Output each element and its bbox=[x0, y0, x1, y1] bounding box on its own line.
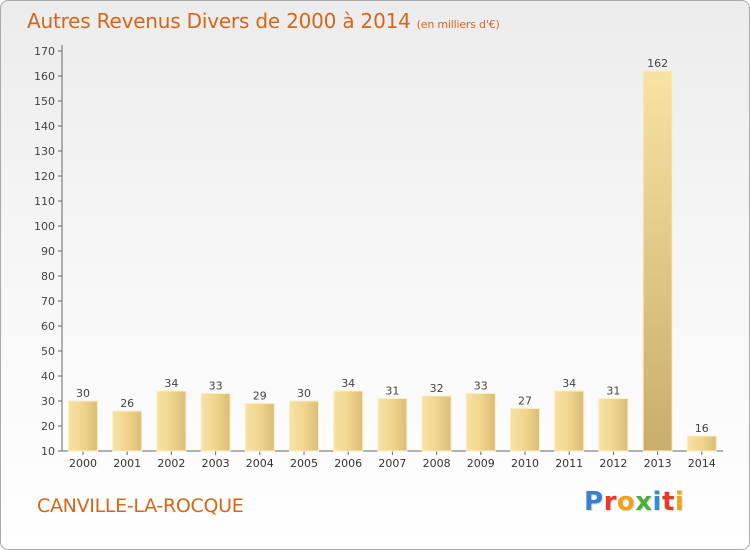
y-tick-label: 120 bbox=[34, 170, 55, 183]
chart-subtitle: (en milliers d'€) bbox=[416, 18, 500, 31]
bar-2003 bbox=[200, 393, 231, 452]
y-tick-label: 90 bbox=[41, 245, 55, 258]
y-tick-label: 150 bbox=[34, 95, 55, 108]
y-tick-label: 80 bbox=[41, 270, 55, 283]
location-name: CANVILLE-LA-ROCQUE bbox=[37, 495, 244, 517]
chart-title: Autres Revenus Divers de 2000 à 2014 (en … bbox=[27, 9, 500, 33]
bars-group bbox=[68, 70, 717, 452]
y-tick-label: 70 bbox=[41, 295, 55, 308]
x-axis: 2000 2001 2002 2003 2004 2005 2006 2007 2008 2009… bbox=[62, 450, 723, 470]
x-tick-label: 2012 bbox=[599, 457, 627, 470]
bar-2002 bbox=[156, 390, 187, 452]
bar-2011 bbox=[554, 390, 585, 452]
bar-2005 bbox=[289, 400, 319, 452]
bar-2000 bbox=[68, 400, 98, 452]
data-label-2001: 26 bbox=[120, 397, 134, 410]
bar-2009 bbox=[465, 393, 496, 452]
data-label-2000: 30 bbox=[76, 387, 90, 400]
data-label-2007: 31 bbox=[385, 385, 399, 398]
proxiti-logo: Proxiti bbox=[584, 487, 685, 517]
x-tick-label: 2002 bbox=[157, 457, 185, 470]
chart-title-text: Autres Revenus Divers de 2000 à 2014 bbox=[27, 9, 411, 33]
y-tick-label: 50 bbox=[41, 345, 55, 358]
data-label-2013: 162 bbox=[647, 57, 668, 70]
bar-2012 bbox=[598, 398, 629, 452]
y-tick-label: 100 bbox=[34, 220, 55, 233]
x-tick-label: 2006 bbox=[334, 457, 362, 470]
data-label-2006: 34 bbox=[341, 377, 355, 390]
x-tick-label: 2001 bbox=[113, 457, 141, 470]
x-tick-label: 2009 bbox=[467, 457, 495, 470]
data-label-2012: 31 bbox=[606, 385, 620, 398]
y-tick-label: 30 bbox=[41, 395, 55, 408]
x-tick-label: 2011 bbox=[555, 457, 583, 470]
y-tick-label: 130 bbox=[34, 145, 55, 158]
x-tick-label: 2007 bbox=[378, 457, 406, 470]
bar-2001 bbox=[112, 410, 143, 452]
data-label-2011: 34 bbox=[562, 377, 576, 390]
x-tick-label: 2010 bbox=[511, 457, 539, 470]
bar-2013 bbox=[642, 70, 673, 452]
x-tick-label: 2013 bbox=[644, 457, 672, 470]
data-label-2005: 30 bbox=[297, 387, 311, 400]
x-tick-label: 2003 bbox=[202, 457, 230, 470]
bar-2006 bbox=[333, 390, 364, 452]
x-tick-label: 2000 bbox=[69, 457, 97, 470]
bar-2007 bbox=[377, 398, 408, 452]
y-tick-label: 110 bbox=[34, 195, 55, 208]
data-label-2009: 33 bbox=[474, 380, 488, 393]
y-tick-label: 140 bbox=[34, 120, 55, 133]
bar-2014 bbox=[686, 435, 717, 452]
y-tick-label: 10 bbox=[41, 445, 55, 458]
y-tick-label: 160 bbox=[34, 70, 55, 83]
x-tick-label: 2014 bbox=[688, 457, 716, 470]
y-tick-label: 20 bbox=[41, 420, 55, 433]
data-label-2008: 32 bbox=[430, 382, 444, 395]
data-label-2014: 16 bbox=[695, 422, 709, 435]
x-tick-label: 2005 bbox=[290, 457, 318, 470]
bar-2010 bbox=[510, 408, 540, 452]
y-tick-label: 40 bbox=[41, 370, 55, 383]
y-tick-label: 60 bbox=[41, 320, 55, 333]
data-label-2004: 29 bbox=[253, 390, 267, 403]
x-tick-label: 2004 bbox=[246, 457, 274, 470]
y-tick-label: 170 bbox=[34, 45, 55, 58]
data-labels-group: 30 26 34 33 29 30 34 31 32 33 27 34 31 162 16 bbox=[76, 57, 709, 435]
y-axis: 10 20 30 40 50 60 70 80 90 100 110 120 130 140 150 160 1… bbox=[34, 45, 63, 458]
x-tick-label: 2008 bbox=[423, 457, 451, 470]
data-label-2002: 34 bbox=[164, 377, 178, 390]
bar-2008 bbox=[421, 395, 452, 452]
bar-2004 bbox=[244, 403, 275, 452]
data-label-2010: 27 bbox=[518, 395, 532, 408]
data-label-2003: 33 bbox=[209, 380, 223, 393]
